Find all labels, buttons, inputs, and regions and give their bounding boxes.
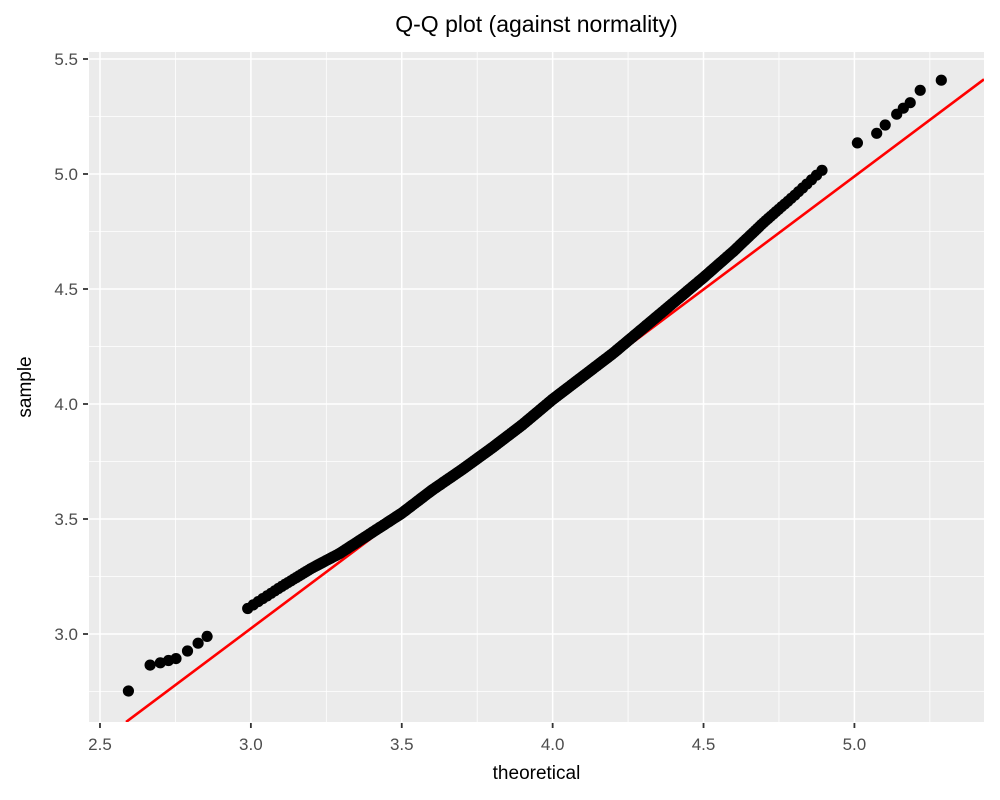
chart-title: Q-Q plot (against normality) xyxy=(395,11,677,37)
minor-gridlines xyxy=(89,52,984,722)
axis-tick-marks xyxy=(83,58,856,728)
y-tick-label: 3.0 xyxy=(54,625,78,644)
y-tick-label: 3.5 xyxy=(54,510,78,529)
y-tick-label: 4.5 xyxy=(54,280,78,299)
x-tick-label: 3.5 xyxy=(390,735,414,754)
data-points xyxy=(122,74,947,697)
y-tick-label: 5.0 xyxy=(54,165,78,184)
panel-background xyxy=(89,52,984,722)
y-tick-label: 4.0 xyxy=(54,395,78,414)
axis-tick-labels: 2.5 3.0 3.5 4.0 4.5 5.0 3.0 3.5 4.0 4.5 5.0 5.5 xyxy=(54,50,866,754)
plot-panel: 2.5 3.0 3.5 4.0 4.5 5.0 3.0 3.5 4.0 4.5 5.0 5.5 xyxy=(54,50,984,754)
x-axis-title: theoretical xyxy=(493,763,581,784)
x-tick-label: 4.5 xyxy=(692,735,716,754)
x-tick-label: 3.0 xyxy=(239,735,263,754)
y-axis-title: sample xyxy=(15,356,36,417)
x-tick-label: 4.0 xyxy=(541,735,565,754)
y-tick-label: 5.5 xyxy=(54,50,78,69)
x-tick-label: 2.5 xyxy=(88,735,112,754)
x-tick-label: 5.0 xyxy=(843,735,867,754)
